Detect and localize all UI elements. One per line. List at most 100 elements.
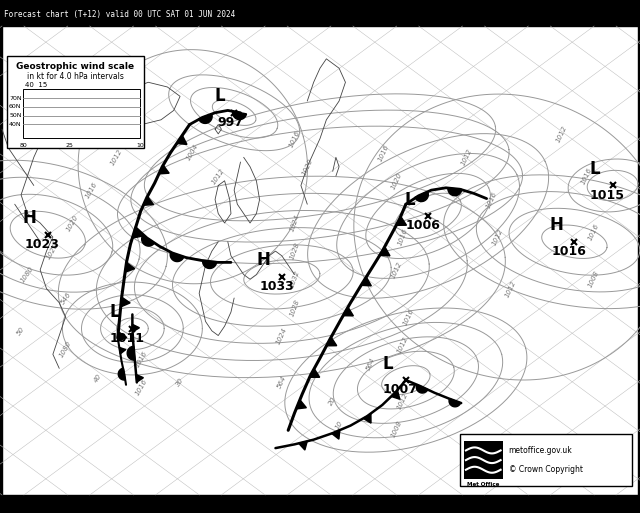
Polygon shape (132, 324, 140, 332)
Polygon shape (127, 346, 135, 360)
Text: 1012: 1012 (460, 148, 473, 167)
Text: 10: 10 (334, 419, 344, 430)
Text: 25: 25 (66, 143, 74, 148)
Text: 40  15: 40 15 (25, 83, 47, 88)
Text: 80: 80 (19, 143, 27, 148)
Polygon shape (343, 307, 353, 316)
Text: 1016: 1016 (135, 378, 149, 397)
Polygon shape (296, 400, 307, 409)
Bar (460, 434, 632, 486)
Text: 1016: 1016 (552, 245, 586, 258)
Text: 1024: 1024 (275, 326, 289, 345)
Text: 1012: 1012 (396, 336, 409, 354)
Text: 564: 564 (365, 357, 376, 371)
Text: 50N: 50N (9, 113, 22, 118)
Bar (464, 441, 502, 480)
Polygon shape (177, 135, 187, 145)
Text: Forecast chart (T+12) valid 00 UTC SAT 01 JUN 2024: Forecast chart (T+12) valid 00 UTC SAT 0… (4, 10, 236, 19)
Polygon shape (361, 277, 371, 286)
Text: 40N: 40N (9, 122, 22, 127)
Text: H: H (23, 209, 37, 227)
Text: 1016: 1016 (377, 143, 390, 162)
Text: 1012: 1012 (396, 392, 409, 410)
Text: 1016: 1016 (135, 350, 149, 368)
Text: 1020: 1020 (301, 157, 314, 176)
Text: 1024: 1024 (289, 213, 300, 232)
Text: 1016: 1016 (397, 228, 408, 247)
Text: 1015: 1015 (589, 189, 625, 202)
Polygon shape (118, 368, 125, 380)
Text: 1080: 1080 (58, 340, 73, 359)
Text: L: L (215, 87, 225, 105)
Text: 1016: 1016 (288, 129, 301, 148)
Polygon shape (309, 369, 320, 377)
Text: 1011: 1011 (109, 332, 145, 345)
Text: 1006: 1006 (405, 219, 440, 232)
Bar (0, 0, 640, 26)
Text: 1012: 1012 (492, 228, 504, 246)
Text: L: L (405, 190, 415, 208)
Text: L: L (109, 303, 120, 321)
Polygon shape (125, 263, 134, 272)
Text: 1028: 1028 (289, 242, 300, 261)
Text: 50: 50 (16, 325, 26, 336)
Polygon shape (198, 114, 212, 124)
Polygon shape (121, 297, 130, 307)
Text: 1007: 1007 (383, 383, 418, 397)
Text: 1016: 1016 (84, 181, 98, 200)
Text: 1020: 1020 (46, 242, 60, 261)
Text: 564: 564 (276, 375, 287, 390)
Bar (7, 56, 144, 148)
Text: 1016: 1016 (403, 307, 415, 326)
Text: 546: 546 (60, 291, 72, 305)
Polygon shape (143, 196, 154, 205)
Polygon shape (299, 441, 307, 450)
Text: 1033: 1033 (259, 280, 294, 293)
Text: 1012: 1012 (211, 167, 226, 185)
Text: 1008: 1008 (390, 420, 403, 439)
Polygon shape (380, 247, 390, 256)
Polygon shape (364, 414, 371, 423)
Text: 10: 10 (136, 143, 144, 148)
Polygon shape (448, 188, 462, 195)
Text: H: H (550, 216, 563, 234)
Text: 1012: 1012 (555, 125, 568, 143)
Text: 1020: 1020 (390, 171, 403, 190)
Text: 1012: 1012 (109, 148, 124, 167)
Polygon shape (170, 252, 184, 262)
Text: Geostrophic wind scale: Geostrophic wind scale (17, 63, 134, 71)
Text: 1080: 1080 (20, 265, 35, 284)
Polygon shape (203, 261, 216, 268)
Text: 40: 40 (92, 372, 102, 383)
Text: H: H (257, 251, 271, 269)
Text: 1012: 1012 (390, 261, 403, 279)
Polygon shape (332, 430, 340, 439)
Polygon shape (415, 192, 428, 202)
Text: metoffice.gov.uk: metoffice.gov.uk (509, 446, 572, 455)
Polygon shape (141, 235, 154, 246)
Text: 1004: 1004 (186, 143, 200, 162)
Text: L: L (383, 354, 393, 372)
Text: 997: 997 (217, 116, 243, 129)
Polygon shape (136, 374, 143, 382)
Text: 1016: 1016 (580, 167, 594, 186)
Text: in kt for 4.0 hPa intervals: in kt for 4.0 hPa intervals (27, 72, 124, 82)
Text: 1020: 1020 (65, 214, 79, 232)
Polygon shape (119, 347, 125, 354)
Text: © Crown Copyright: © Crown Copyright (509, 465, 582, 473)
Polygon shape (396, 216, 406, 225)
Polygon shape (449, 399, 461, 407)
Text: 1028: 1028 (289, 298, 300, 317)
Polygon shape (132, 229, 142, 238)
Text: 1012: 1012 (504, 279, 517, 298)
Text: 70N: 70N (9, 96, 22, 101)
Text: L: L (589, 160, 600, 178)
Polygon shape (391, 390, 400, 399)
Polygon shape (416, 384, 428, 393)
Text: 30: 30 (175, 377, 185, 388)
Text: 20: 20 (328, 396, 337, 407)
Text: 1016: 1016 (587, 223, 600, 242)
Text: 1008: 1008 (587, 270, 600, 289)
Polygon shape (232, 111, 246, 120)
Bar (23, 89, 140, 138)
